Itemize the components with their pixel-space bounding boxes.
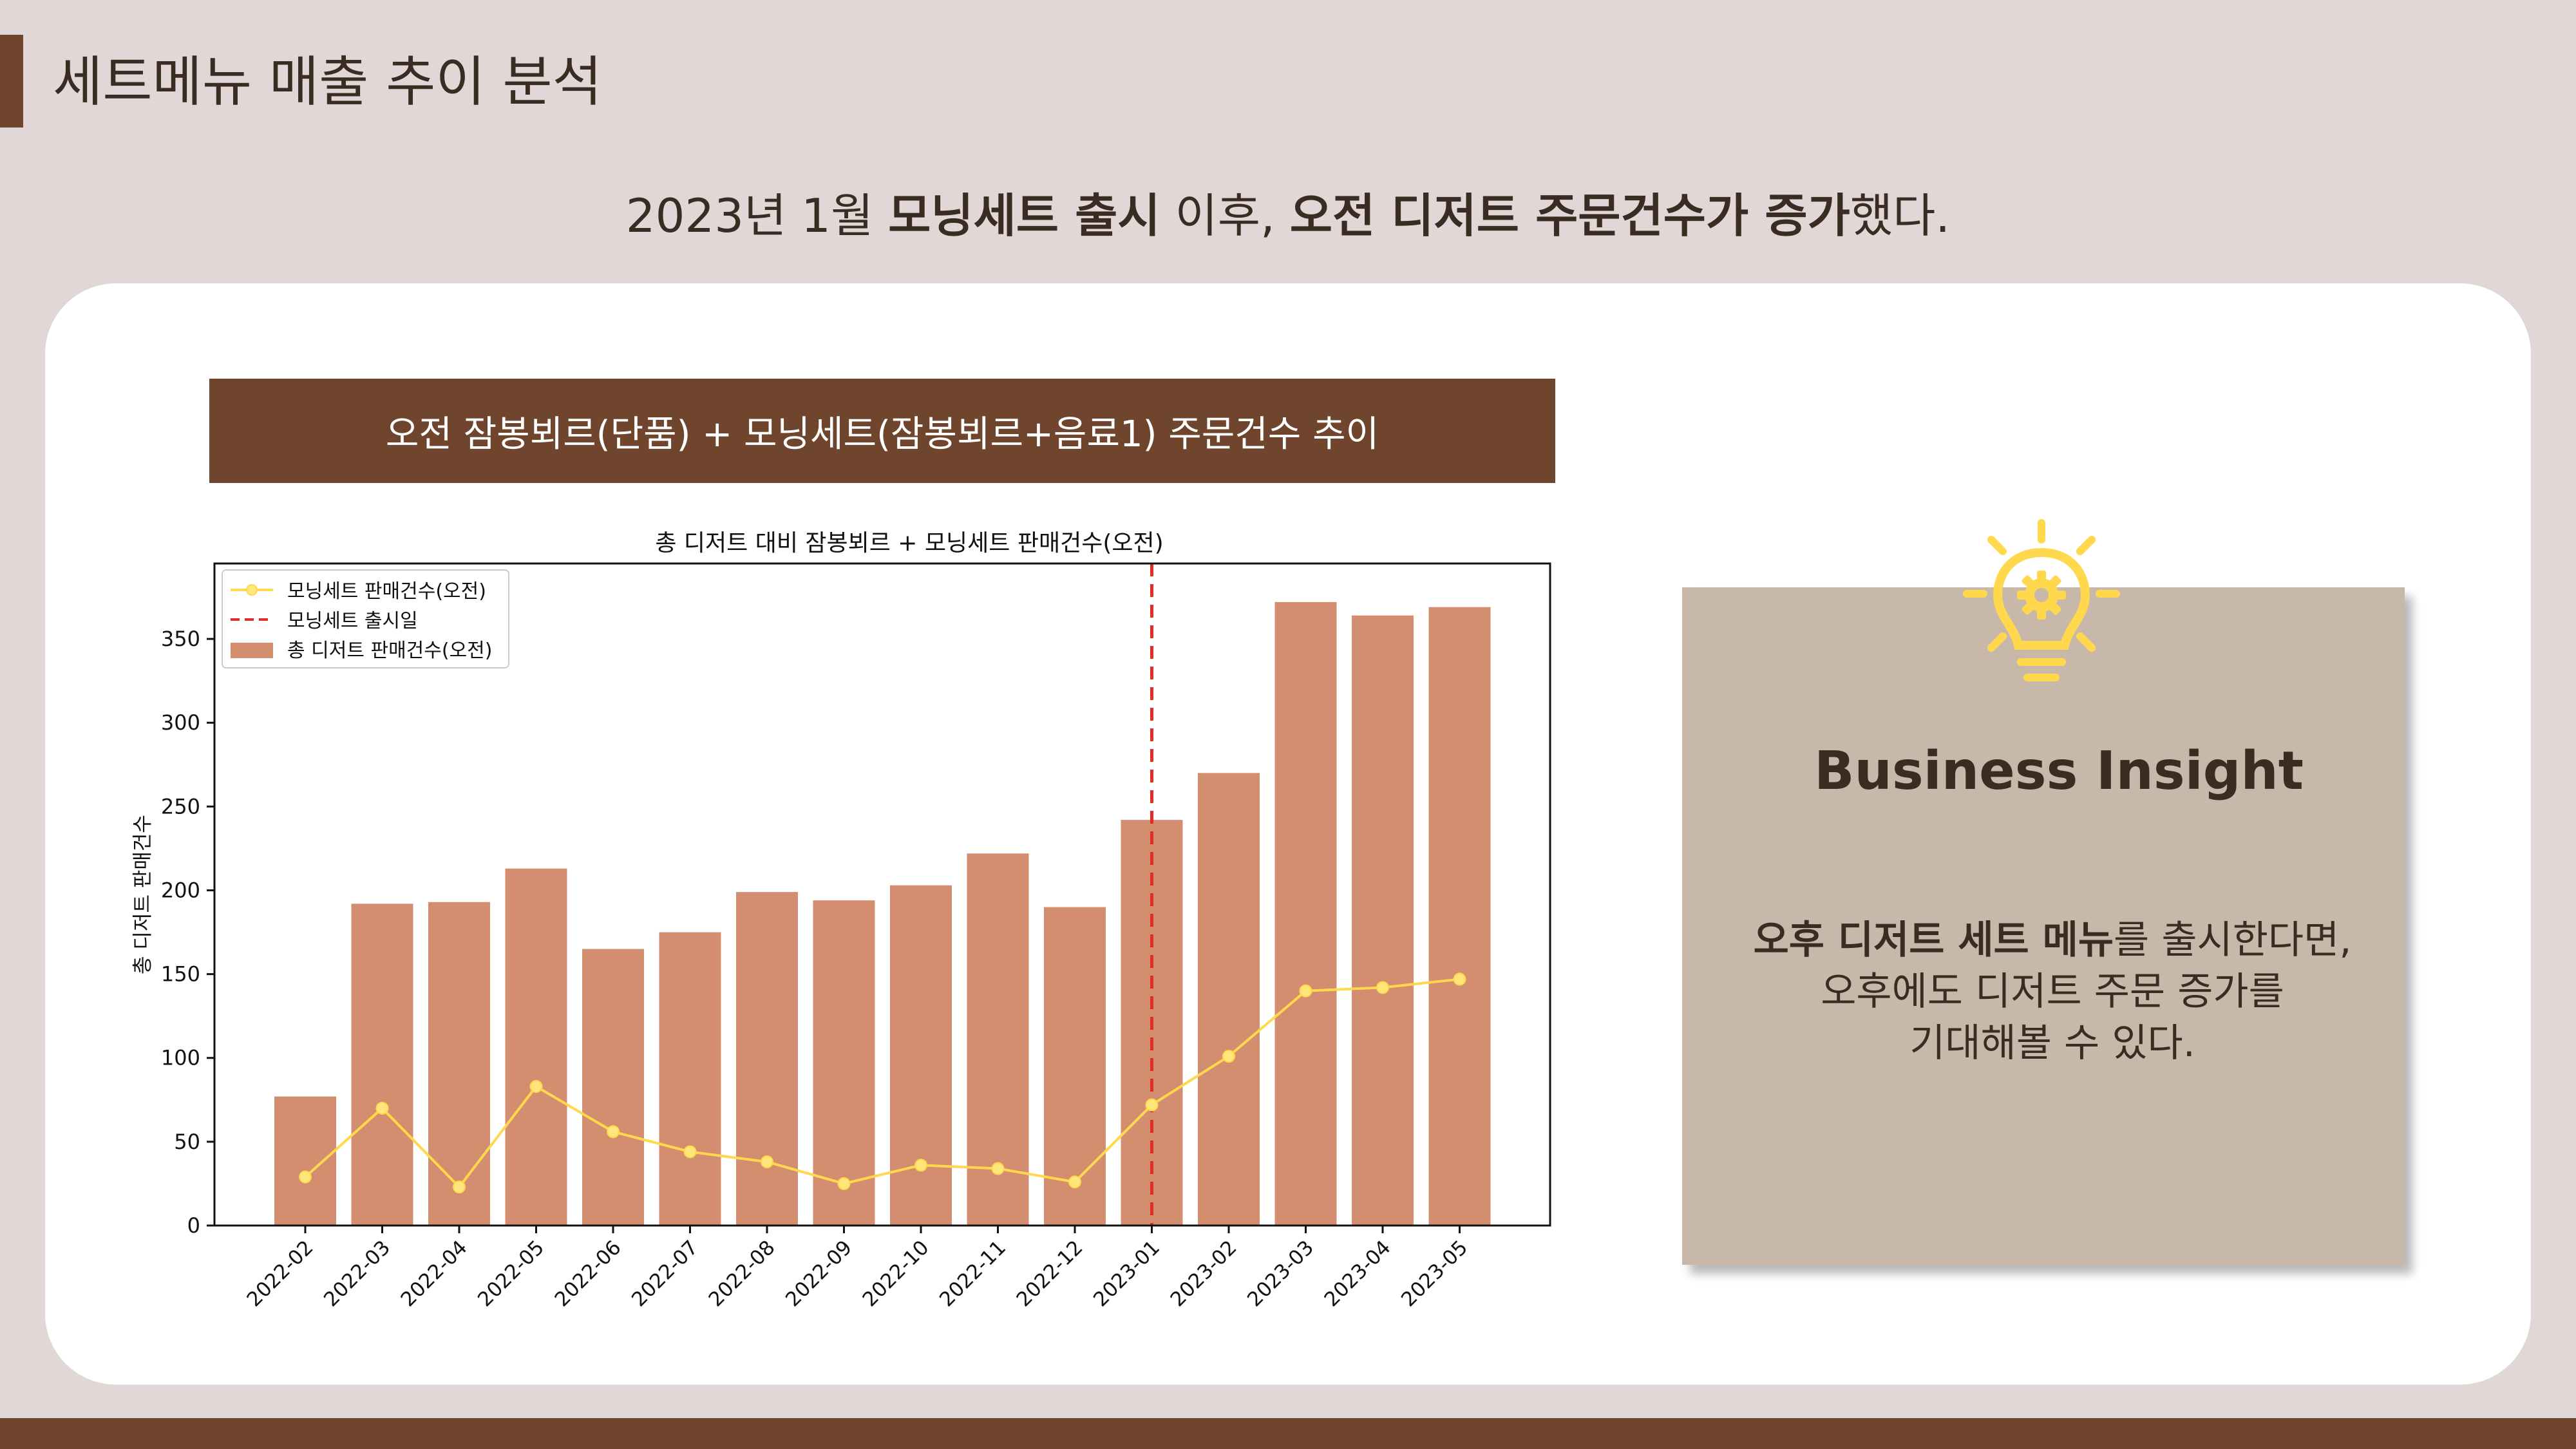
- legend-swatch-marker: [246, 584, 258, 596]
- plot-frame: [213, 562, 1551, 1227]
- insight-line-1: 오후 디저트 세트 메뉴를 출시한다면,: [1682, 914, 2423, 966]
- bar-2023-05: [1428, 607, 1491, 1226]
- point-2022-12: [1068, 1175, 1081, 1189]
- bar-2022-05: [505, 868, 567, 1226]
- x-tick-label: 2023-03: [1243, 1236, 1318, 1311]
- point-2022-03: [375, 1101, 389, 1115]
- point-2022-05: [529, 1079, 543, 1093]
- bar-2022-04: [428, 902, 490, 1226]
- point-2022-08: [761, 1155, 773, 1169]
- bar-2022-12: [1044, 907, 1106, 1226]
- headline-part-1: 2023년 1월: [625, 189, 889, 243]
- x-tick-label: 2023-05: [1397, 1236, 1472, 1311]
- x-tick-label: 2023-04: [1320, 1236, 1396, 1311]
- title-accent-bar: [0, 35, 23, 128]
- insight-text: 오후 디저트 세트 메뉴를 출시한다면, 오후에도 디저트 주문 증가를 기대해…: [1682, 914, 2423, 1069]
- x-tick-label: 2023-02: [1166, 1236, 1242, 1311]
- point-2022-10: [914, 1159, 927, 1172]
- insight-line-2: 오후에도 디저트 주문 증가를: [1821, 969, 2284, 1014]
- bar-2022-03: [351, 904, 413, 1226]
- x-tick-label: 2022-05: [473, 1236, 549, 1311]
- x-tick-label: 2022-07: [627, 1236, 703, 1311]
- legend: 모닝세트 판매건수(오전) 모닝세트 출시일 총 디저트 판매건수(오전): [222, 569, 509, 668]
- lightbulb-gear-icon: [1963, 519, 2120, 681]
- bar-2022-10: [890, 885, 952, 1226]
- chart-title: 총 디저트 대비 잠봉뵈르 + 모닝세트 판매건수(오전): [655, 530, 1163, 556]
- chart-banner: 오전 잠봉뵈르(단품) + 모닝세트(잠봉뵈르+음료1) 주문건수 추이: [209, 379, 1555, 483]
- x-tick-label: 2022-12: [1012, 1236, 1088, 1311]
- y-axis-label: 총 디저트 판매건수: [131, 815, 155, 974]
- point-2022-07: [683, 1145, 697, 1159]
- point-2022-06: [607, 1125, 620, 1139]
- x-tick-label: 2022-02: [243, 1236, 318, 1311]
- y-tick-label: 50: [174, 1130, 200, 1154]
- point-2023-01: [1145, 1098, 1159, 1112]
- point-2022-04: [453, 1180, 466, 1194]
- x-tick-label: 2022-06: [551, 1236, 626, 1311]
- legend-entry-launch: 모닝세트 출시일: [287, 610, 418, 632]
- headline: 2023년 1월 모닝세트 출시 이후, 오전 디저트 주문건수가 증가했다.: [0, 180, 2576, 251]
- bar-2022-02: [274, 1096, 336, 1226]
- point-2023-02: [1222, 1050, 1235, 1063]
- headline-part-3: 했다.: [1850, 189, 1951, 243]
- headline-bold-1: 모닝세트 출시: [888, 189, 1160, 243]
- y-tick-label: 200: [161, 878, 200, 902]
- insight-line-3: 기대해볼 수 있다.: [1909, 1021, 2195, 1066]
- y-tick-label: 150: [161, 962, 200, 987]
- footer-bar: [0, 1418, 2576, 1449]
- insight-title: Business Insight: [1814, 741, 2304, 802]
- y-tick-label: 350: [161, 627, 200, 651]
- insight-line-1-rest: 를 출시한다면,: [2114, 918, 2352, 963]
- x-tick-label: 2022-09: [781, 1236, 857, 1311]
- bar-2022-07: [659, 932, 721, 1226]
- y-tick-label: 300: [161, 710, 200, 735]
- y-tick-label: 250: [161, 794, 200, 819]
- legend-entry-bar: 총 디저트 판매건수(오전): [287, 639, 492, 662]
- bar-2023-03: [1274, 601, 1337, 1226]
- point-2022-11: [991, 1162, 1005, 1175]
- x-tick-label: 2022-04: [397, 1236, 472, 1311]
- legend-entry-line: 모닝세트 판매건수(오전): [287, 580, 486, 603]
- point-2022-09: [837, 1177, 851, 1190]
- x-tick-label: 2022-08: [705, 1236, 780, 1311]
- point-2023-05: [1453, 972, 1466, 986]
- bar-2023-04: [1352, 615, 1414, 1226]
- bar-2022-08: [736, 892, 798, 1226]
- point-2023-04: [1376, 981, 1389, 994]
- bar-2022-06: [582, 949, 644, 1226]
- headline-bold-2: 오전 디저트 주문건수가 증가: [1289, 189, 1850, 243]
- bar-2022-09: [813, 900, 875, 1226]
- headline-part-2: 이후,: [1160, 189, 1290, 243]
- page-title: 세트메뉴 매출 추이 분석: [53, 50, 602, 113]
- point-2023-03: [1299, 984, 1312, 998]
- legend-frame: [222, 569, 509, 668]
- insight-box: [1682, 587, 2405, 1265]
- legend-swatch-bar: [231, 643, 273, 658]
- y-tick-label: 100: [161, 1046, 200, 1070]
- point-2022-02: [299, 1170, 312, 1184]
- bar-2023-02: [1198, 773, 1260, 1226]
- x-tick-label: 2022-11: [935, 1236, 1010, 1311]
- morning-set-line: [304, 978, 1460, 1189]
- x-tick-label: 2022-03: [319, 1236, 395, 1311]
- y-tick-label: 0: [187, 1213, 200, 1238]
- insight-bold: 오후 디저트 세트 메뉴: [1753, 918, 2114, 963]
- x-tick-label: 2022-10: [858, 1236, 934, 1311]
- x-tick-label: 2023-01: [1089, 1236, 1164, 1311]
